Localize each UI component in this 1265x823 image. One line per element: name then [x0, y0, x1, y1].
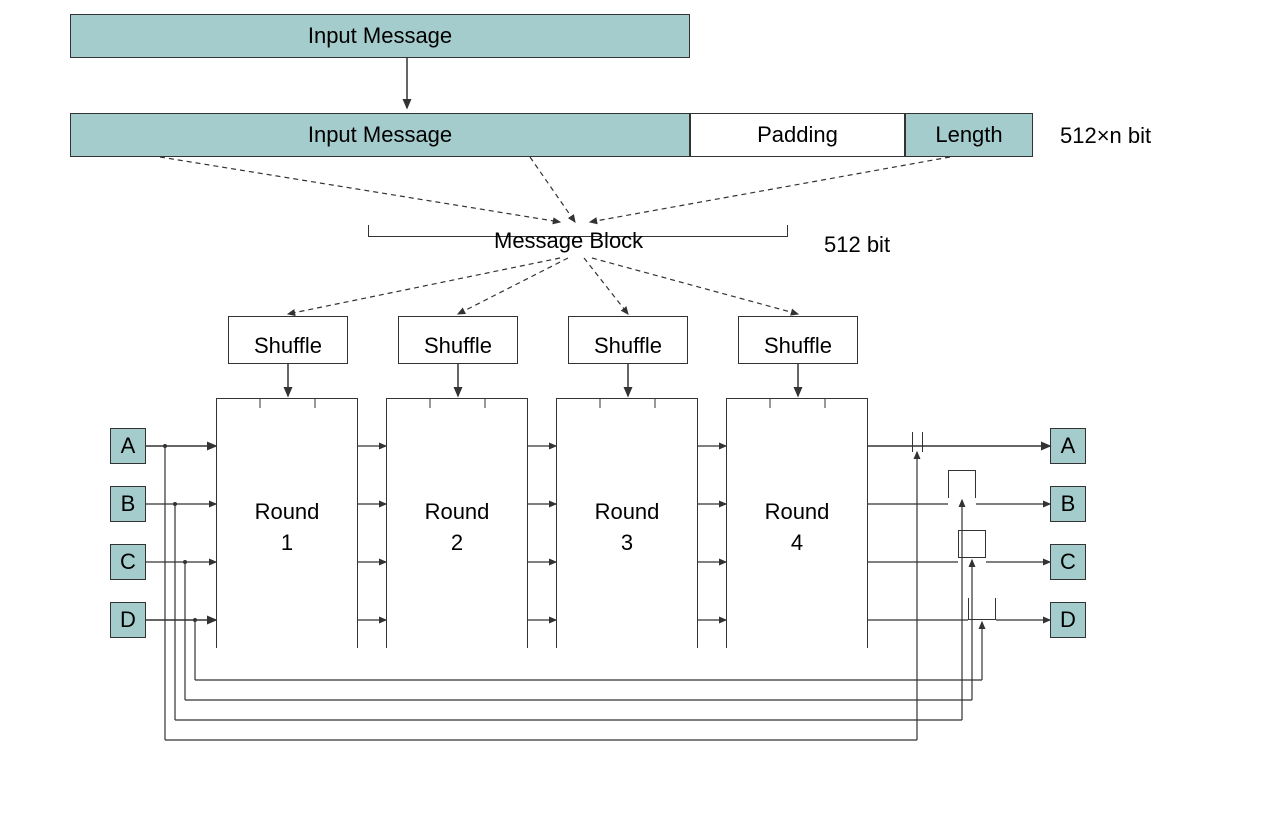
- bits-512n-label: 512×n bit: [1060, 123, 1151, 149]
- register-d-left-label: D: [120, 607, 136, 633]
- round-1-label: Round: [255, 497, 320, 528]
- input-message-padded-label: Input Message: [308, 122, 452, 148]
- round-3-label: Round: [595, 497, 660, 528]
- tick-a: [912, 432, 913, 452]
- length-label: Length: [935, 122, 1002, 148]
- round-1-num: 1: [281, 528, 293, 559]
- shuffle-2: Shuffle: [398, 328, 518, 364]
- input-message-padded: Input Message: [70, 113, 690, 157]
- round-2-num: 2: [451, 528, 463, 559]
- round-2-label: Round: [425, 497, 490, 528]
- padding-segment: Padding: [690, 113, 905, 157]
- shuffle-4-label: Shuffle: [764, 333, 832, 359]
- shuffle-1-bracket: [228, 316, 348, 328]
- register-a-left: A: [110, 428, 146, 464]
- round-1: Round 1: [216, 408, 358, 648]
- adder-3: [968, 598, 996, 620]
- round-4-label: Round: [765, 497, 830, 528]
- register-b-right-label: B: [1061, 491, 1076, 517]
- register-c-left: C: [110, 544, 146, 580]
- register-a-right: A: [1050, 428, 1086, 464]
- length-segment: Length: [905, 113, 1033, 157]
- round-3-num: 3: [621, 528, 633, 559]
- input-message-top-label: Input Message: [308, 23, 452, 49]
- shuffle-3-bracket: [568, 316, 688, 328]
- register-c-right-label: C: [1060, 549, 1076, 575]
- shuffle-2-label: Shuffle: [424, 333, 492, 359]
- input-message-top: Input Message: [70, 14, 690, 58]
- shuffle-3-label: Shuffle: [594, 333, 662, 359]
- round-4: Round 4: [726, 408, 868, 648]
- round-3: Round 3: [556, 408, 698, 648]
- bits-512-label: 512 bit: [824, 232, 890, 258]
- register-d-right: D: [1050, 602, 1086, 638]
- tick-b: [922, 432, 923, 452]
- shuffle-4-bracket: [738, 316, 858, 328]
- register-a-left-label: A: [121, 433, 136, 459]
- round-2: Round 2: [386, 408, 528, 648]
- register-c-right: C: [1050, 544, 1086, 580]
- shuffle-1-label: Shuffle: [254, 333, 322, 359]
- shuffle-4: Shuffle: [738, 328, 858, 364]
- padding-label: Padding: [757, 122, 838, 148]
- message-block-label: Message Block: [494, 228, 643, 254]
- round-4-num: 4: [791, 528, 803, 559]
- adder-2: [958, 530, 986, 558]
- shuffle-1: Shuffle: [228, 328, 348, 364]
- shuffle-3: Shuffle: [568, 328, 688, 364]
- register-c-left-label: C: [120, 549, 136, 575]
- register-a-right-label: A: [1061, 433, 1076, 459]
- register-b-left-label: B: [121, 491, 136, 517]
- register-b-left: B: [110, 486, 146, 522]
- register-b-right: B: [1050, 486, 1086, 522]
- adder-1: [948, 470, 976, 498]
- shuffle-2-bracket: [398, 316, 518, 328]
- register-d-left: D: [110, 602, 146, 638]
- register-d-right-label: D: [1060, 607, 1076, 633]
